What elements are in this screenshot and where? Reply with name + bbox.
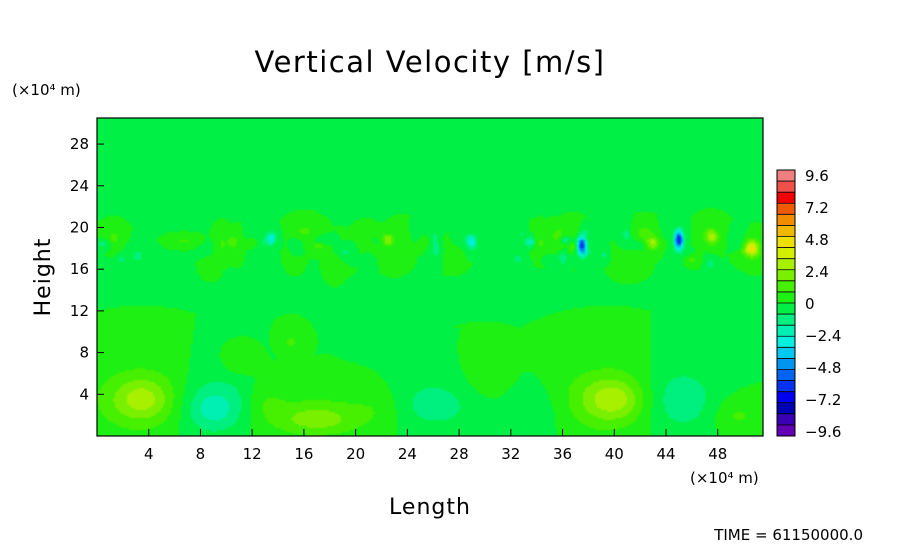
colorbar-segment [777,303,795,315]
y-tick-label: 16 [70,260,89,278]
colorbar-segment [777,336,795,348]
x-tick-label: 32 [501,445,520,463]
colorbar-segment [777,269,795,282]
chart-title: Vertical Velocity [m/s] [254,45,605,79]
colorbar: 9.6 7.2 4.8 2.4 0 −2.4 −4.8 −7.2 −9.6 [776,167,841,441]
colorbar-segment [777,358,795,370]
y-axis-ticks: 4 8 12 16 20 24 28 [70,135,104,403]
x-tick-label: 16 [294,445,313,463]
colorbar-segment [777,347,795,359]
colorbar-label: −7.2 [805,391,841,409]
y-tick-label: 20 [70,218,89,236]
colorbar-segment [777,192,795,204]
colorbar-label: 9.6 [805,167,829,185]
x-tick-label: 44 [656,445,675,463]
x-axis-ticks: 4 8 12 16 20 24 28 32 36 40 44 48 [144,429,727,463]
heatmap-field [97,118,763,436]
x-axis-unit: (×10⁴ m) [690,469,759,487]
colorbar-segment [777,380,795,393]
y-tick-label: 24 [70,177,89,195]
colorbar-segment [777,291,795,304]
y-tick-label: 4 [79,385,89,403]
colorbar-segment [777,225,795,237]
colorbar-segment [777,203,795,215]
colorbar-frame [776,169,796,437]
colorbar-segment [777,181,795,193]
y-axis-unit: (×10⁴ m) [12,81,81,99]
colorbar-segment [777,236,795,249]
colorbar-label: 4.8 [805,231,829,249]
plot-frame [96,117,764,437]
colorbar-segment [777,325,795,337]
colorbar-segment [777,391,795,404]
x-tick-label: 36 [553,445,572,463]
x-tick-label: 12 [243,445,262,463]
colorbar-label: −2.4 [805,327,841,345]
time-label: TIME = 61150000.0 [713,526,863,544]
colorbar-segment [777,369,795,382]
colorbar-segment [777,413,795,426]
y-tick-label: 8 [79,344,89,362]
colorbar-segment [777,314,795,326]
colorbar-label: −4.8 [805,359,841,377]
x-tick-label: 24 [398,445,417,463]
colorbar-segment [777,402,795,415]
x-tick-label: 4 [144,445,154,463]
y-axis-label: Height [31,238,56,317]
colorbar-segment [777,247,795,260]
colorbar-label: 2.4 [805,263,829,281]
colorbar-label: 0 [805,295,815,313]
plot-area [96,117,764,437]
x-tick-label: 28 [450,445,469,463]
colorbar-label: 7.2 [805,199,829,217]
x-tick-label: 8 [196,445,206,463]
x-tick-label: 40 [605,445,624,463]
y-tick-label: 28 [70,135,89,153]
colorbar-label: −9.6 [805,423,841,441]
colorbar-segment [777,424,795,437]
colorbar-segment [777,214,795,226]
x-tick-label: 20 [346,445,365,463]
x-axis-label: Length [389,495,471,520]
colorbar-segment [777,280,795,293]
colorbar-segment [777,258,795,271]
y-tick-label: 12 [70,302,89,320]
colorbar-segment [777,170,795,182]
x-tick-label: 48 [708,445,727,463]
